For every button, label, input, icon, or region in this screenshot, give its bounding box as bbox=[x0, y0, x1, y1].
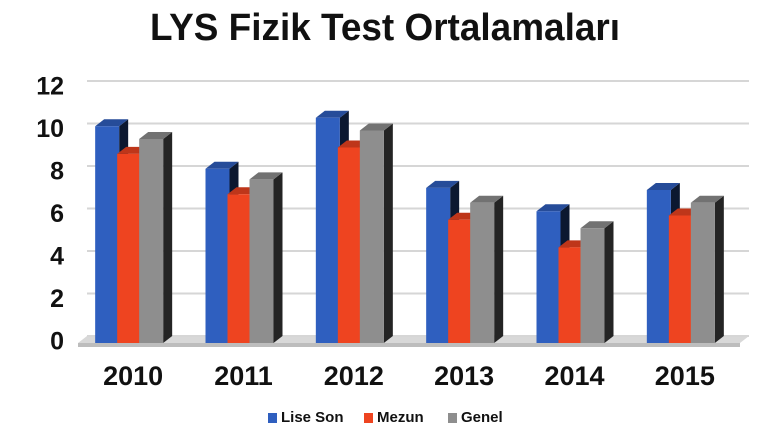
bar-top bbox=[359, 123, 393, 131]
x-tick-label: 2015 bbox=[655, 361, 715, 391]
bar-top bbox=[426, 180, 460, 188]
bar bbox=[205, 168, 230, 343]
y-tick-label: 4 bbox=[50, 243, 64, 271]
x-tick-label: 2013 bbox=[434, 361, 494, 391]
bar bbox=[580, 228, 605, 343]
y-tick-label: 10 bbox=[36, 115, 64, 143]
legend-swatch bbox=[448, 413, 457, 423]
legend: Lise Son Mezun Genel bbox=[268, 409, 503, 426]
bar-side bbox=[163, 132, 173, 343]
x-tick-label: 2012 bbox=[324, 361, 384, 391]
bar-top bbox=[95, 119, 129, 127]
bar-top bbox=[315, 110, 349, 118]
y-tick-label: 2 bbox=[50, 285, 64, 313]
bar bbox=[470, 202, 495, 343]
bar bbox=[359, 130, 384, 343]
x-tick-label: 2010 bbox=[103, 361, 163, 391]
bar-side bbox=[273, 172, 283, 343]
y-tick-label: 8 bbox=[50, 158, 64, 186]
legend-label: Mezun bbox=[377, 409, 424, 426]
y-tick-label: 6 bbox=[50, 200, 64, 228]
bar-side bbox=[604, 221, 614, 343]
bar-side bbox=[714, 195, 724, 343]
floor-front bbox=[78, 343, 740, 347]
legend-label: Genel bbox=[461, 409, 503, 426]
x-tick-label: 2011 bbox=[214, 361, 273, 391]
bar-top bbox=[690, 195, 724, 203]
bar bbox=[448, 219, 473, 343]
bar-top bbox=[249, 172, 283, 180]
y-tick-label: 0 bbox=[50, 328, 64, 356]
bar-top bbox=[205, 161, 239, 169]
bar-top bbox=[536, 204, 570, 212]
legend-swatch bbox=[268, 413, 277, 423]
bar bbox=[337, 147, 362, 343]
legend-label: Lise Son bbox=[281, 409, 344, 426]
bar bbox=[95, 126, 120, 343]
bar bbox=[426, 187, 451, 343]
bar-top bbox=[139, 132, 173, 139]
bar bbox=[117, 153, 142, 343]
bar bbox=[139, 139, 164, 343]
bar-side bbox=[494, 195, 504, 343]
bar bbox=[668, 215, 693, 343]
chart-title: LYS Fizik Test Ortalamaları bbox=[150, 7, 620, 49]
bar-top bbox=[646, 183, 680, 190]
bar bbox=[249, 179, 274, 343]
y-tick-label: 12 bbox=[36, 73, 64, 101]
bar bbox=[646, 190, 671, 343]
bar bbox=[315, 117, 340, 343]
bar bbox=[690, 202, 715, 343]
bar-top bbox=[580, 221, 614, 229]
x-tick-label: 2014 bbox=[544, 361, 604, 391]
bar bbox=[536, 211, 561, 343]
legend-swatch bbox=[364, 413, 373, 423]
bar bbox=[558, 247, 583, 343]
bar-top bbox=[470, 195, 504, 203]
bar bbox=[227, 194, 252, 343]
bar-side bbox=[383, 123, 393, 343]
